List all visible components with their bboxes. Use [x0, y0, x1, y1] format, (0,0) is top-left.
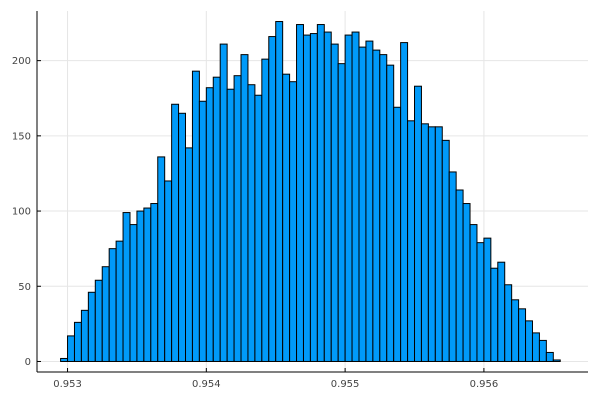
histogram-bar-70: [545, 351, 554, 362]
histogram-bar-37: [316, 24, 325, 362]
histogram-bar-48: [393, 106, 402, 362]
histogram-bar-31: [275, 21, 284, 362]
histogram-bar-23: [219, 43, 228, 362]
histogram-bar-21: [205, 87, 214, 362]
histogram-bar-43: [358, 46, 367, 362]
y-tick-label-2: 100: [12, 207, 31, 218]
histogram-bar-12: [143, 207, 152, 362]
histogram-bar-69: [538, 339, 547, 362]
histogram-bar-47: [386, 64, 395, 362]
histogram-bar-39: [330, 43, 339, 362]
histogram-bar-9: [122, 212, 131, 362]
tick-labels: 0.953 0.954 0.955 0.956 0 50 100 150 200: [12, 56, 498, 390]
histogram-bar-3: [80, 309, 89, 362]
histogram-bar-54: [434, 126, 443, 362]
histogram-bar-35: [302, 34, 311, 362]
x-tick-label-0: 0.953: [53, 379, 82, 390]
histogram-bar-11: [136, 210, 145, 362]
histogram-bar-33: [289, 81, 298, 362]
histogram-bar-22: [212, 76, 221, 362]
histogram-bar-0: [60, 357, 69, 362]
histogram-bar-42: [351, 31, 360, 362]
histogram-bar-6: [101, 266, 110, 362]
histogram-bar-44: [365, 40, 374, 362]
histogram-bar-1: [67, 335, 75, 362]
histogram-bar-32: [282, 73, 291, 362]
histogram-bar-63: [497, 261, 506, 362]
histogram-bar-50: [407, 120, 416, 362]
histogram-bar-25: [233, 75, 242, 362]
y-tick-label-0: 0: [25, 357, 31, 368]
histogram-bar-53: [427, 126, 436, 362]
histogram-bar-29: [261, 58, 270, 362]
histogram-bar-56: [448, 171, 457, 362]
histogram-bar-51: [414, 85, 422, 362]
histogram-bar-61: [483, 237, 492, 362]
histogram-bar-57: [455, 189, 464, 362]
histogram-bar-8: [115, 240, 124, 362]
y-tick-label-4: 200: [12, 56, 31, 67]
histogram-bars: [60, 21, 561, 362]
histogram-bar-40: [337, 63, 346, 362]
histogram-bar-27: [247, 84, 256, 362]
x-tick-label-2: 0.955: [331, 379, 360, 390]
histogram-bar-10: [129, 224, 138, 362]
histogram-bar-41: [344, 34, 353, 362]
histogram-bar-62: [490, 267, 499, 362]
histogram-bar-55: [441, 139, 450, 362]
histogram-bar-18: [185, 147, 193, 362]
histogram-bar-7: [108, 248, 117, 362]
histogram-bar-68: [531, 332, 540, 362]
histogram-bar-4: [87, 291, 96, 362]
histogram-bar-28: [254, 94, 263, 362]
histogram-bar-45: [372, 49, 381, 362]
histogram-bar-16: [171, 103, 180, 362]
y-tick-label-1: 50: [18, 282, 31, 293]
axes: [36, 11, 588, 373]
histogram-bar-24: [226, 88, 235, 362]
histogram-bar-60: [476, 242, 485, 362]
histogram-bar-14: [157, 156, 166, 362]
histogram-bar-71: [552, 359, 561, 362]
histogram-bar-58: [462, 203, 471, 362]
histogram-bar-38: [323, 31, 332, 362]
histogram-bar-46: [379, 54, 388, 362]
histogram-bar-65: [511, 299, 520, 362]
histogram-bar-13: [150, 203, 159, 362]
histogram-bar-15: [164, 180, 173, 362]
histogram-bar-49: [400, 42, 409, 362]
x-tick-label-3: 0.956: [470, 379, 499, 390]
histogram-bar-59: [469, 224, 478, 362]
histogram-bar-2: [73, 321, 82, 362]
histogram-bar-5: [94, 279, 103, 362]
histogram-bar-66: [518, 308, 527, 362]
histogram-bar-52: [420, 123, 429, 362]
histogram-bar-19: [191, 70, 200, 362]
x-tick-label-1: 0.954: [192, 379, 221, 390]
histogram-bar-64: [504, 284, 513, 362]
histogram-bar-34: [296, 24, 304, 362]
histogram-bar-30: [268, 36, 277, 362]
histogram-bar-20: [198, 100, 207, 362]
histogram-bar-36: [309, 33, 318, 362]
histogram-bar-67: [525, 320, 533, 362]
histogram-bar-17: [178, 112, 187, 362]
histogram-bar-26: [240, 54, 249, 362]
y-tick-label-3: 150: [12, 131, 31, 142]
